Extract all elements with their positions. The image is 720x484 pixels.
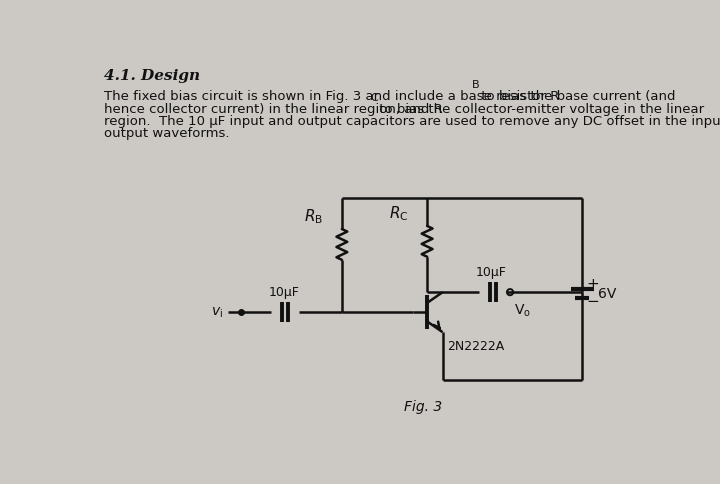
Text: 6V: 6V	[598, 287, 616, 301]
Text: 10μF: 10μF	[269, 286, 300, 299]
Text: output waveforms.: output waveforms.	[104, 127, 230, 140]
Text: Fig. 3: Fig. 3	[404, 400, 442, 414]
Text: 10μF: 10μF	[476, 266, 507, 279]
Text: to bias the base current (and: to bias the base current (and	[477, 91, 675, 104]
Text: +: +	[586, 277, 599, 292]
Text: v$_\mathrm{i}$: v$_\mathrm{i}$	[211, 306, 223, 320]
Text: The fixed bias circuit is shown in Fig. 3 and include a base resistor R: The fixed bias circuit is shown in Fig. …	[104, 91, 559, 104]
Text: B: B	[472, 80, 480, 91]
Text: C: C	[371, 93, 378, 103]
Text: hence collector current) in the linear region, and R: hence collector current) in the linear r…	[104, 103, 443, 116]
Text: to bias the collector-emitter voltage in the linear: to bias the collector-emitter voltage in…	[375, 103, 704, 116]
Text: R$_\mathrm{C}$: R$_\mathrm{C}$	[389, 204, 408, 223]
Text: V$_\mathrm{o}$: V$_\mathrm{o}$	[514, 303, 531, 319]
Text: R$_\mathrm{B}$: R$_\mathrm{B}$	[304, 207, 323, 226]
Text: region.  The 10 μF input and output capacitors are used to remove any DC offset : region. The 10 μF input and output capac…	[104, 115, 720, 128]
Text: −: −	[586, 294, 599, 309]
Text: 2N2222A: 2N2222A	[447, 340, 505, 353]
Text: 4.1. Design: 4.1. Design	[104, 69, 200, 83]
